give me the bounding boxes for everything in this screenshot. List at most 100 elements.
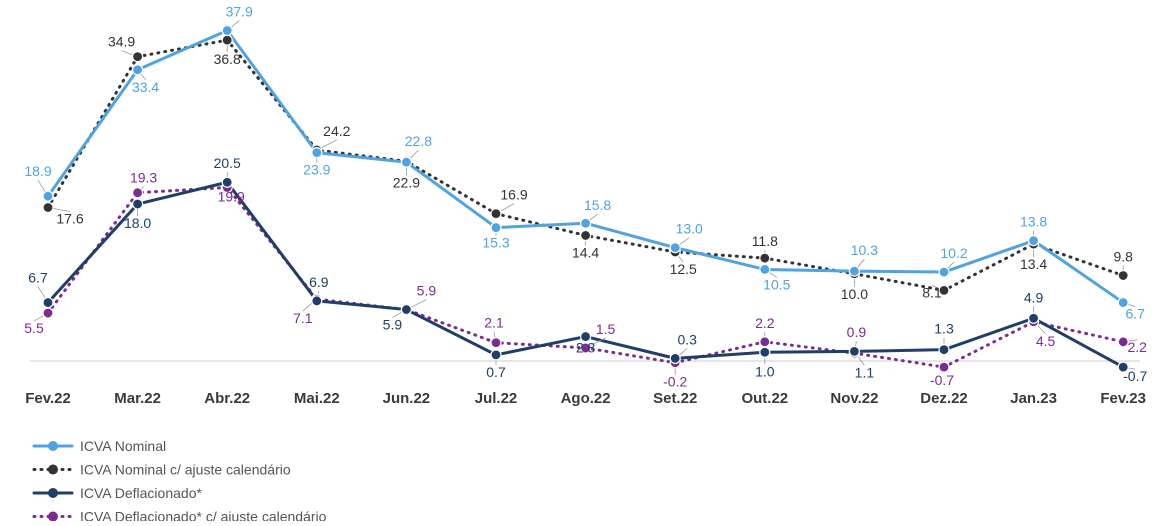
data-label-icva-deflacionado-c-ajuste-calend-rio-mar-22: 19.3 xyxy=(130,170,157,186)
data-point-icva-nominal-out-22 xyxy=(759,263,771,276)
x-tick-abr-22: Abr.22 xyxy=(204,390,250,407)
data-point-icva-nominal-jun-22 xyxy=(400,156,412,168)
data-label-icva-deflacionado-c-ajuste-calend-rio-jun-22: 5.9 xyxy=(417,283,437,299)
data-label-icva-nominal-c-ajuste-calend-rio-jun-22: 22.9 xyxy=(393,174,420,190)
data-label-icva-deflacionado-c-ajuste-calend-rio-abr-22: 19.9 xyxy=(218,188,245,204)
data-point-icva-deflacionado-mai-22 xyxy=(311,295,323,307)
data-point-icva-deflacionado-fev-23 xyxy=(1117,361,1129,373)
data-point-icva-deflacionado-dez-22 xyxy=(938,344,950,356)
data-point-icva-deflacionado-jul-22 xyxy=(490,349,502,361)
data-label-icva-nominal-jul-22: 15.3 xyxy=(482,235,509,251)
x-tick-mai-22: Mai.22 xyxy=(294,390,340,407)
legend-item-icva-nominal-c-ajuste-calend-rio: ICVA Nominal c/ ajuste calendário xyxy=(32,462,291,478)
x-axis-ticks: Fev.22 Mar.22 Abr.22 Mai.22 Jun.22 Jul.22 Ago.… xyxy=(25,390,1146,407)
data-label-icva-deflacionado-jul-22: 0.7 xyxy=(486,364,506,380)
data-label-icva-nominal-c-ajuste-calend-rio-ago-22: 14.4 xyxy=(572,244,599,260)
data-label-icva-deflacionado-c-ajuste-calend-rio-jul-22: 2.1 xyxy=(484,315,504,331)
data-label-icva-nominal-fev-23: 6.7 xyxy=(1125,306,1145,322)
data-label-icva-deflacionado-mar-22: 18.0 xyxy=(124,215,151,231)
x-tick-set-22: Set.22 xyxy=(653,390,697,407)
data-label-icva-nominal-jan-23: 13.8 xyxy=(1020,214,1047,230)
data-point-icva-nominal-jan-23 xyxy=(1027,235,1040,247)
x-tick-fev-23: Fev.23 xyxy=(1100,390,1146,407)
data-point-icva-deflacionado-out-22 xyxy=(759,346,771,358)
x-tick-nov-22: Nov.22 xyxy=(830,390,878,407)
x-tick-fev-22: Fev.22 xyxy=(25,390,71,407)
data-label-icva-nominal-c-ajuste-calend-rio-mai-22: 24.2 xyxy=(323,123,350,139)
data-label-icva-nominal-c-ajuste-calend-rio-abr-22: 36.8 xyxy=(214,51,241,67)
data-label-icva-deflacionado-c-ajuste-calend-rio-fev-22: 5.5 xyxy=(24,320,44,336)
data-label-icva-deflacionado-c-ajuste-calend-rio-nov-22: 0.9 xyxy=(847,324,867,340)
data-label-icva-deflacionado-c-ajuste-calend-rio-jan-23: 4.5 xyxy=(1036,333,1056,349)
data-point-icva-nominal-c-ajuste-calend-rio-out-22 xyxy=(759,252,771,264)
legend: ICVA Nominal ICVA Nominal c/ ajuste calen… xyxy=(32,438,327,525)
data-label-icva-nominal-mar-22: 33.4 xyxy=(132,79,159,95)
data-label-icva-nominal-c-ajuste-calend-rio-jul-22: 16.9 xyxy=(500,187,527,203)
data-label-icva-deflacionado-fev-22: 6.7 xyxy=(28,270,48,286)
legend-swatch-marker xyxy=(48,488,58,498)
data-point-icva-deflacionado-c-ajuste-calend-rio-ago-22 xyxy=(579,342,592,354)
data-label-icva-nominal-mai-22: 23.9 xyxy=(303,162,330,178)
data-label-icva-nominal-ago-22: 15.8 xyxy=(584,197,611,213)
data-point-icva-deflacionado-set-22 xyxy=(669,352,681,364)
x-tick-ago-22: Ago.22 xyxy=(561,390,611,407)
legend-swatch-marker xyxy=(48,511,58,522)
data-point-icva-deflacionado-jun-22 xyxy=(400,303,412,316)
x-tick-dez-22: Dez.22 xyxy=(920,390,968,407)
data-point-icva-nominal-dez-22 xyxy=(938,266,950,278)
data-label-icva-nominal-c-ajuste-calend-rio-fev-22: 17.6 xyxy=(56,211,83,227)
data-point-icva-nominal-fev-23 xyxy=(1117,296,1129,309)
series-line-icva-nominal xyxy=(46,29,1125,305)
legend-label: ICVA Nominal c/ ajuste calendário xyxy=(80,462,291,478)
x-tick-mar-22: Mar.22 xyxy=(114,390,161,407)
data-label-icva-deflacionado-c-ajuste-calend-rio-out-22: 2.2 xyxy=(755,315,775,331)
data-label-icva-nominal-nov-22: 10.3 xyxy=(851,242,878,258)
data-point-icva-deflacionado-c-ajuste-calend-rio-out-22 xyxy=(759,336,771,348)
x-tick-out-22: Out.22 xyxy=(741,390,788,407)
data-label-icva-deflacionado-fev-23: -0.7 xyxy=(1123,368,1147,384)
data-label-icva-nominal-c-ajuste-calend-rio-out-22: 11.8 xyxy=(752,233,778,249)
data-point-icva-deflacionado-c-ajuste-calend-rio-dez-22 xyxy=(938,361,950,373)
data-label-icva-deflacionado-abr-22: 20.5 xyxy=(214,155,241,171)
x-tick-jul-22: Jul.22 xyxy=(475,390,518,407)
data-point-icva-deflacionado-c-ajuste-calend-rio-fev-23 xyxy=(1117,336,1129,348)
data-point-icva-deflacionado-jan-23 xyxy=(1027,312,1040,324)
data-label-icva-deflacionado-c-ajuste-calend-rio-set-22: -0.2 xyxy=(663,374,687,390)
data-point-icva-nominal-abr-22 xyxy=(221,24,233,37)
legend-label: ICVA Deflacionado* xyxy=(80,485,202,501)
data-label-icva-deflacionado-set-22: 0.3 xyxy=(677,331,697,347)
data-label-icva-deflacionado-nov-22: 1.1 xyxy=(855,364,875,380)
data-point-icva-nominal-c-ajuste-calend-rio-abr-22 xyxy=(221,34,233,46)
data-label-icva-nominal-c-ajuste-calend-rio-set-22: 12.5 xyxy=(670,261,697,277)
data-label-icva-nominal-c-ajuste-calend-rio-dez-22: 8.1 xyxy=(922,284,942,300)
data-label-icva-nominal-c-ajuste-calend-rio-fev-23: 9.8 xyxy=(1113,249,1133,265)
data-point-icva-nominal-set-22 xyxy=(669,242,681,254)
data-label-icva-nominal-set-22: 13.0 xyxy=(676,221,703,237)
data-label-icva-deflacionado-c-ajuste-calend-rio-mai-22: 7.1 xyxy=(293,310,313,326)
data-point-icva-nominal-c-ajuste-calend-rio-ago-22 xyxy=(579,229,592,242)
data-point-icva-nominal-mai-22 xyxy=(311,146,323,159)
data-point-icva-nominal-fev-22 xyxy=(42,190,54,202)
data-label-icva-deflacionado-dez-22: 1.3 xyxy=(934,321,954,337)
data-label-icva-nominal-c-ajuste-calend-rio-nov-22: 10.0 xyxy=(841,286,868,302)
legend-item-icva-deflacionado: ICVA Deflacionado* xyxy=(32,485,202,501)
data-point-icva-nominal-jul-22 xyxy=(490,221,502,234)
data-label-icva-deflacionado-jan-23: 4.9 xyxy=(1024,289,1044,305)
data-label-icva-deflacionado-out-22: 1.0 xyxy=(755,363,775,379)
legend-swatch-marker xyxy=(48,464,58,475)
data-label-icva-deflacionado-jun-22: 5.9 xyxy=(383,317,403,333)
data-point-icva-deflacionado-fev-22 xyxy=(42,296,54,309)
data-label-icva-nominal-out-22: 10.5 xyxy=(763,276,790,292)
data-point-icva-nominal-c-ajuste-calend-rio-jul-22 xyxy=(490,208,502,220)
data-point-icva-nominal-c-ajuste-calend-rio-fev-23 xyxy=(1117,269,1129,282)
data-point-icva-deflacionado-ago-22 xyxy=(579,330,592,343)
data-point-icva-nominal-nov-22 xyxy=(848,265,861,277)
data-label-icva-deflacionado-c-ajuste-calend-rio-dez-22: -0.7 xyxy=(930,372,954,388)
data-label-icva-nominal-c-ajuste-calend-rio-jan-23: 13.4 xyxy=(1020,256,1047,272)
data-label-icva-deflacionado-c-ajuste-calend-rio-fev-23: 2.2 xyxy=(1127,339,1147,355)
data-point-icva-nominal-ago-22 xyxy=(579,217,592,229)
data-point-icva-nominal-c-ajuste-calend-rio-mar-22 xyxy=(132,51,144,63)
data-label-icva-nominal-fev-22: 18.9 xyxy=(24,163,51,179)
data-point-icva-deflacionado-c-ajuste-calend-rio-mar-22 xyxy=(132,187,144,199)
